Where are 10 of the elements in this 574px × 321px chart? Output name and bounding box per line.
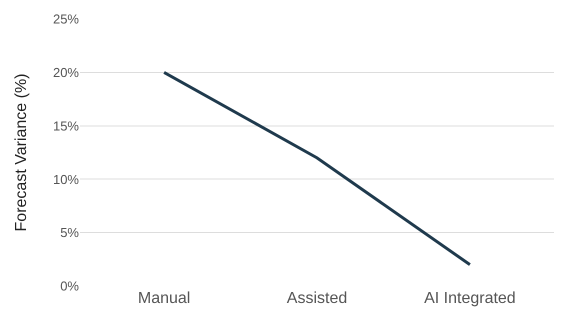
y-axis-title: Forecast Variance (%)	[12, 74, 30, 232]
y-tick-label: 0%	[60, 278, 80, 294]
x-tick-label: Assisted	[286, 290, 348, 307]
y-tick-label: 15%	[52, 118, 80, 134]
y-tick-label: 10%	[52, 172, 80, 187]
y-tick-label: 20%	[52, 64, 80, 80]
y-tick-label: 5%	[60, 225, 80, 240]
x-tick-label: Manual	[138, 290, 190, 307]
x-tick-label: AI Integrated	[424, 290, 516, 307]
y-tick-label: 25%	[52, 12, 80, 27]
